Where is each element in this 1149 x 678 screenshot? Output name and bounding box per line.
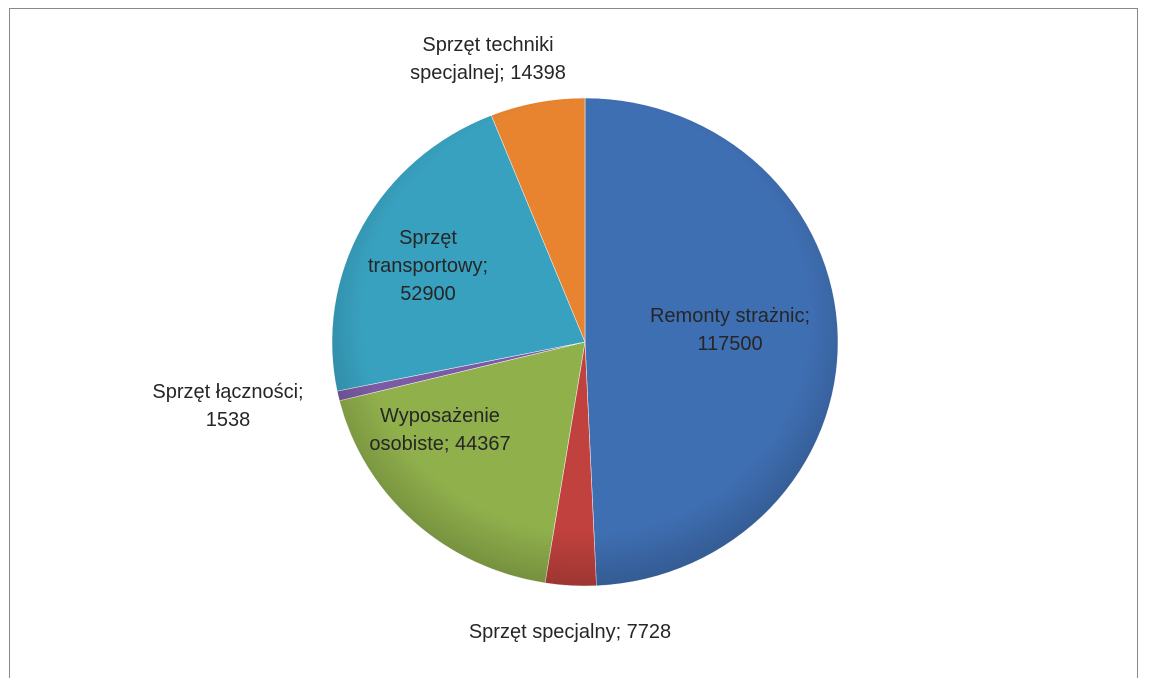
data-label: Sprzęt transportowy; 52900: [367, 227, 489, 305]
data-label: Wyposażenie osobiste; 44367: [369, 405, 511, 455]
data-label: Sprzęt łączności; 1538: [152, 381, 304, 431]
data-label: Remonty strażnic; 117500: [649, 305, 811, 355]
data-label: Sprzęt specjalny; 7728: [468, 621, 672, 643]
chart-border: [9, 8, 1138, 678]
data-label: Sprzęt techniki specjalnej; 14398: [410, 34, 566, 84]
